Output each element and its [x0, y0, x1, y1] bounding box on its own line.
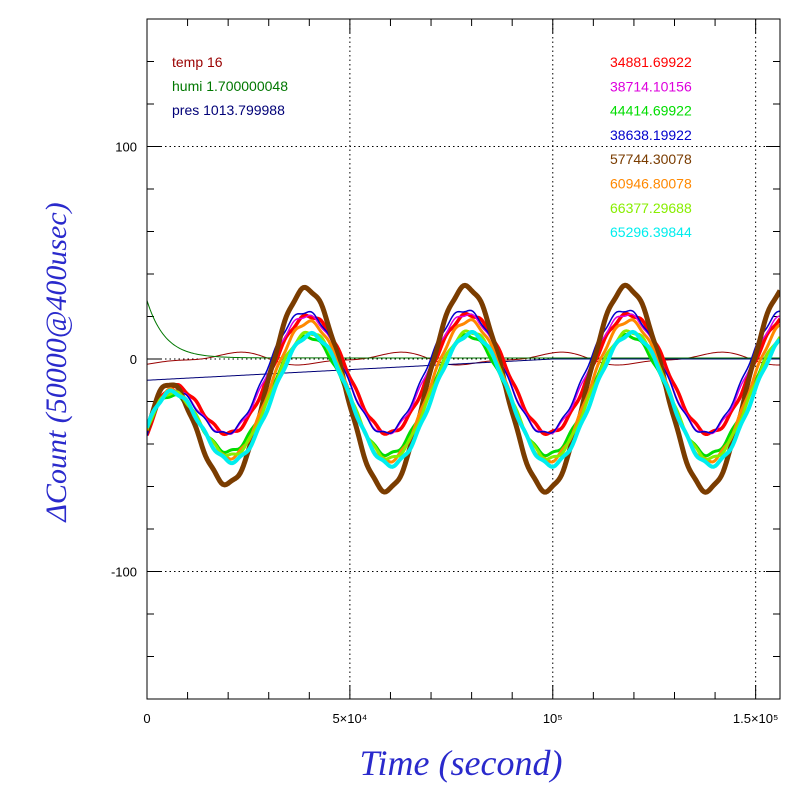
- series-legend-entry: 66377.29688: [610, 200, 692, 216]
- y-tick-label: -100: [111, 565, 137, 580]
- y-tick-label: 100: [115, 140, 137, 155]
- x-tick-label: 1.5×10⁵: [733, 711, 779, 726]
- series-line: [147, 311, 780, 437]
- env-line-humi: [147, 300, 780, 359]
- x-tick-label: 10⁵: [543, 711, 563, 726]
- series-layer: [147, 282, 780, 495]
- y-axis-title: ΔCount (50000@400usec): [40, 202, 73, 522]
- series-legend-entry: 34881.69922: [610, 54, 692, 70]
- env-legend-entry: temp 16: [172, 54, 223, 70]
- series-legend-entry: 38638.19922: [610, 127, 692, 143]
- env-legend-entry: pres 1013.799988: [172, 102, 285, 118]
- env-line-pres: [147, 358, 780, 381]
- plot-frame: [146, 18, 781, 700]
- x-axis-title: Time (second): [360, 743, 563, 783]
- x-tick-label: 5×10⁴: [332, 711, 367, 726]
- series-legend-entry: 65296.39844: [610, 224, 692, 240]
- series-line: [147, 329, 780, 469]
- series-line: [147, 309, 780, 437]
- tick-labels: 0 5×10⁴ 10⁵ 1.5×10⁵ 100 0 -100: [111, 140, 778, 727]
- env-line-temp: [147, 351, 780, 366]
- minor-ticks: [147, 19, 780, 699]
- env-legend-entry: humi 1.700000048: [172, 78, 288, 94]
- series-legend-entry: 44414.69922: [610, 103, 692, 119]
- series-legend-entry: 38714.10156: [610, 78, 692, 94]
- series-legend-entry: 60946.80078: [610, 176, 692, 192]
- x-tick-label: 0: [143, 711, 150, 726]
- legend: temp 16 humi 1.700000048 pres 1013.799988 3…: [172, 54, 692, 240]
- y-tick-label: 0: [130, 352, 137, 367]
- series-legend-entry: 57744.30078: [610, 151, 692, 167]
